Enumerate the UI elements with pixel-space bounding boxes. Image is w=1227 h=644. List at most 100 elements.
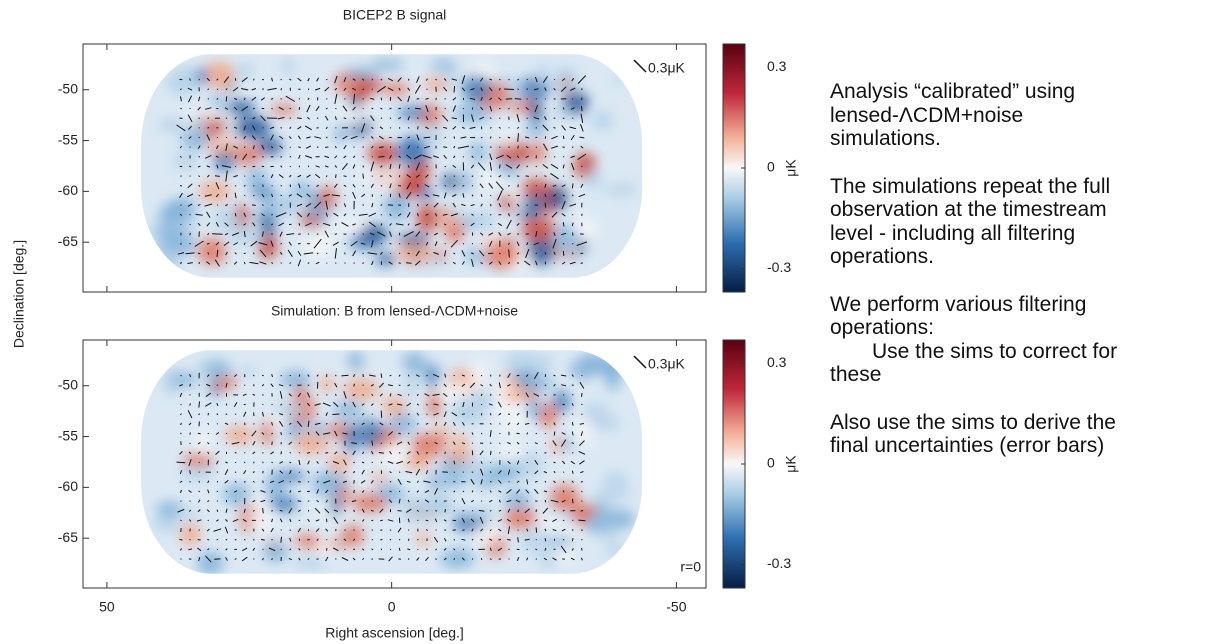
text-line: Analysis “calibrated” using <box>830 80 1076 103</box>
x-axis-label: Right ascension [deg.] <box>325 625 464 641</box>
blob <box>315 539 333 557</box>
blob <box>378 443 408 466</box>
blob <box>592 487 619 510</box>
blob <box>203 105 222 121</box>
blob <box>465 506 497 519</box>
blob <box>421 122 443 149</box>
text-line: operations. <box>830 245 934 268</box>
blob <box>360 169 375 184</box>
scale-bar <box>633 355 647 369</box>
blob <box>403 457 434 469</box>
blob <box>352 418 384 448</box>
blob <box>293 432 329 455</box>
blob <box>553 66 579 87</box>
colorbar-tick-label: 0 <box>767 159 775 175</box>
blob <box>495 140 531 167</box>
blob <box>388 413 417 434</box>
map-title: Simulation: B from lensed-ΛCDM+noise <box>271 303 518 319</box>
blob <box>233 144 262 166</box>
colorbar-tick-label: -0.3 <box>767 555 791 571</box>
blob <box>199 180 231 203</box>
blob <box>312 470 346 498</box>
blob <box>369 59 404 70</box>
blob <box>603 358 624 382</box>
blob <box>549 184 569 210</box>
text-line: Also use the sims to derive the <box>830 410 1116 434</box>
blob <box>155 261 178 272</box>
blob <box>375 168 404 192</box>
text-line: simulations. <box>830 127 941 150</box>
blob <box>508 187 525 217</box>
blob <box>436 207 455 226</box>
blob <box>439 549 475 569</box>
blob <box>538 403 558 428</box>
blob <box>171 152 200 171</box>
blob <box>501 128 516 148</box>
blob <box>235 61 254 83</box>
blob <box>333 128 349 142</box>
blob <box>341 524 364 547</box>
blob <box>165 70 198 96</box>
blob <box>226 100 256 115</box>
blob <box>248 508 274 533</box>
blob <box>250 187 274 198</box>
blob <box>294 386 309 399</box>
blob <box>476 210 495 233</box>
blob <box>158 117 188 133</box>
blob <box>549 439 566 453</box>
blob <box>293 556 327 570</box>
blob <box>582 402 610 422</box>
blob <box>529 101 543 125</box>
blob <box>556 223 577 253</box>
map-title: BICEP2 B signal <box>343 7 447 23</box>
blob <box>552 390 571 413</box>
y-tick-label: -55 <box>58 427 78 443</box>
y-tick-label: -50 <box>58 80 78 96</box>
blob <box>271 103 297 116</box>
blob <box>520 527 556 555</box>
blob <box>469 141 486 164</box>
blob <box>347 351 364 370</box>
text-line: observation at the timestream <box>830 198 1107 221</box>
blob <box>179 462 215 482</box>
y-tick-label: -65 <box>58 233 78 249</box>
blob <box>238 365 258 376</box>
blob <box>152 515 181 534</box>
blob <box>156 501 183 519</box>
text-line: operations: <box>830 316 934 339</box>
plot-frame <box>82 43 707 293</box>
blob <box>427 468 450 485</box>
blob <box>397 241 433 265</box>
blob <box>332 219 365 232</box>
blob <box>590 109 614 132</box>
blob <box>202 61 235 89</box>
plot-frame <box>82 339 707 589</box>
blob <box>187 117 208 135</box>
text-line: these <box>830 363 882 386</box>
blob <box>526 121 546 137</box>
blob <box>328 452 350 473</box>
blob <box>417 186 434 201</box>
blob <box>181 509 199 521</box>
blob <box>518 375 554 392</box>
blob <box>281 195 294 208</box>
blob <box>265 472 285 501</box>
blob <box>222 483 252 506</box>
blob <box>504 507 538 530</box>
blob <box>169 372 199 387</box>
blob <box>484 240 520 270</box>
blobs <box>146 55 639 274</box>
blob <box>336 413 368 426</box>
blob <box>382 396 407 417</box>
colorbar-tick-label: 0.3 <box>767 354 787 370</box>
blob <box>612 485 632 498</box>
blob <box>469 359 487 389</box>
blob <box>280 370 311 390</box>
blob <box>502 388 526 402</box>
blob <box>256 138 283 156</box>
blob <box>498 194 516 211</box>
y-tick-label: -60 <box>58 478 78 494</box>
blob <box>228 224 265 246</box>
blob <box>509 402 527 431</box>
blob <box>234 116 271 139</box>
